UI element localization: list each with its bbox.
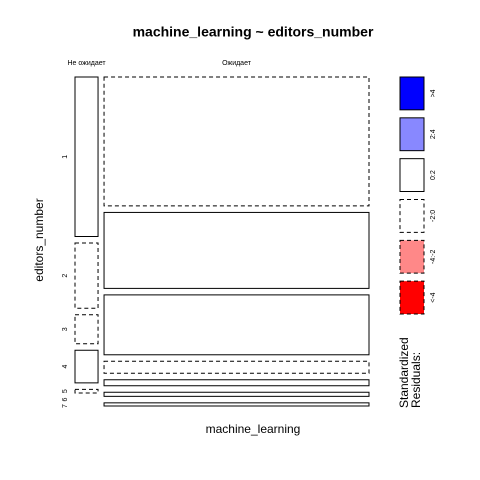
mosaic-cell [103,402,370,407]
mosaic-cell [74,242,99,309]
row-label: 5 [62,389,69,393]
mosaic-cell [74,314,99,345]
legend-swatch [399,199,425,233]
legend-swatch [399,239,425,274]
legend-swatch [399,158,425,193]
mosaic-cell [103,76,370,207]
row-label: 2 [62,274,69,278]
legend-label: >4 [430,89,437,97]
mosaic-cell [74,388,99,394]
mosaic-cell [103,391,370,397]
y-axis-label: editors_number [32,198,46,281]
legend-swatch [399,117,425,152]
legend-swatch [399,280,425,315]
legend-label: 2:4 [430,129,437,139]
legend-label: <-4 [430,292,437,302]
mosaic-cell [103,379,370,387]
row-label: 4 [62,365,69,369]
legend-title: Standardized [397,337,411,408]
row-label: 1 [62,155,69,159]
column-label: Не ожидает [67,60,106,67]
column-label: Ожидает [222,60,252,67]
chart-title: machine_learning ~ editors_number [133,24,374,40]
x-axis-label: machine_learning [206,422,301,436]
legend-label: 0:2 [430,170,437,180]
mosaic-cell [103,360,370,374]
legend-label: -4:-2 [430,249,437,264]
mosaic-cell [103,294,370,356]
row-label: 3 [62,327,69,331]
mosaic-cell [103,211,370,289]
legend-title: Residuals: [409,352,423,408]
legend-swatch [399,76,425,111]
legend-label: -2:0 [430,210,437,222]
row-label: 7 [62,404,69,408]
row-label: 6 [62,397,69,401]
mosaic-cell [74,76,99,237]
mosaic-cell [74,349,99,384]
